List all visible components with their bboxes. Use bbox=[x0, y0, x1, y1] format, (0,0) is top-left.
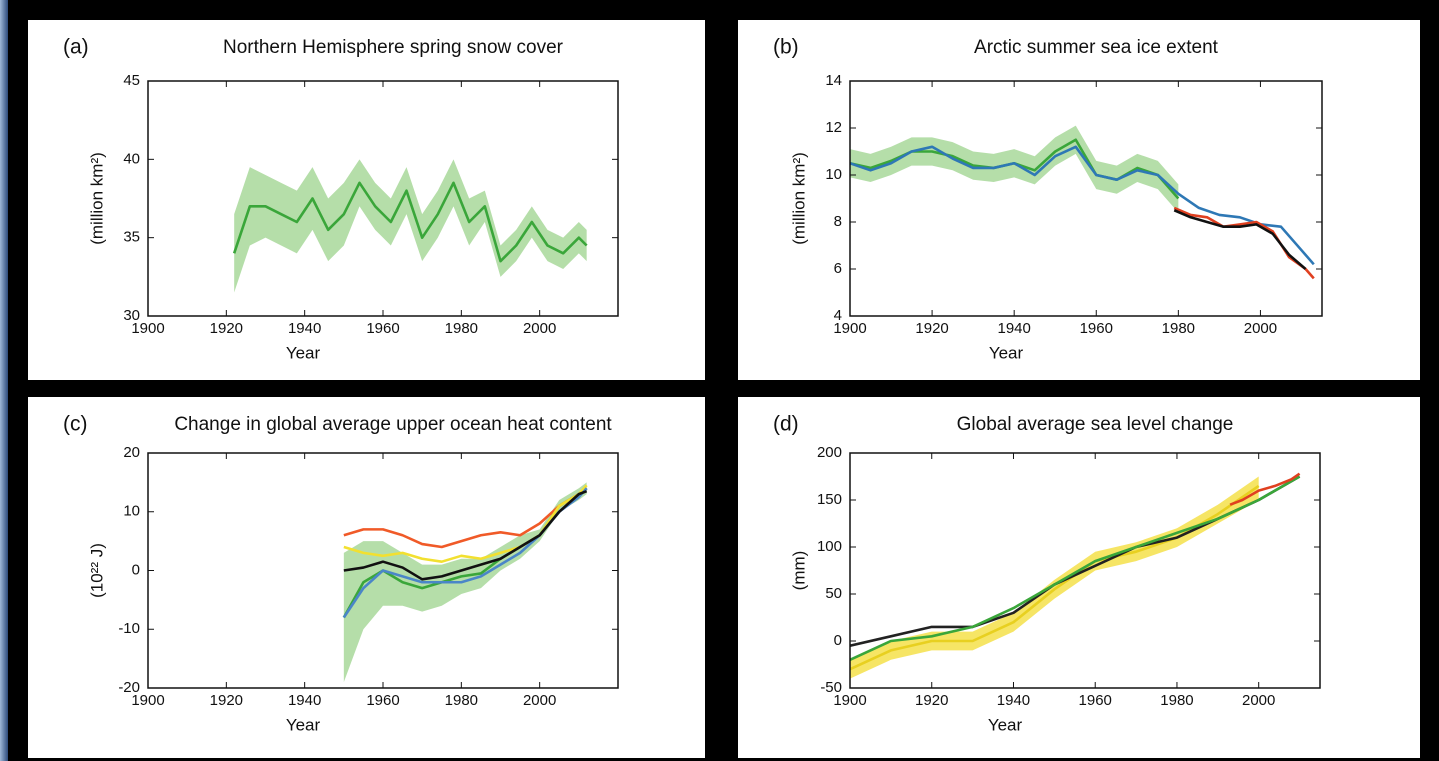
y-axis-label: (mm) bbox=[789, 551, 808, 591]
panel-letter: (d) bbox=[773, 413, 799, 436]
y-tick-label: 150 bbox=[817, 491, 842, 508]
panel: (d) Global average sea level change 1900 19… bbox=[738, 397, 1420, 758]
y-tick-label: 50 bbox=[825, 585, 842, 602]
x-tick-label: 2000 bbox=[1242, 692, 1275, 709]
plot-area bbox=[850, 472, 1301, 679]
chart-title: Global average sea level change bbox=[957, 414, 1234, 435]
y-tick-label: 6 bbox=[834, 260, 842, 277]
y-tick-label: 100 bbox=[817, 538, 842, 555]
x-axis-label: Year bbox=[286, 343, 321, 362]
data-line bbox=[343, 489, 588, 581]
panel-letter: (a) bbox=[63, 36, 89, 59]
y-tick-label: 35 bbox=[123, 229, 140, 246]
x-tick-label: 1900 bbox=[833, 692, 866, 709]
x-tick-label: 1960 bbox=[1080, 320, 1113, 337]
y-tick-label: 10 bbox=[825, 166, 842, 183]
chart-title: Arctic summer sea ice extent bbox=[974, 37, 1219, 58]
panel: (b) Arctic summer sea ice extent 1900 1920 1… bbox=[738, 20, 1420, 380]
y-tick-label: 45 bbox=[123, 72, 140, 89]
x-tick-label: 1900 bbox=[131, 692, 164, 709]
x-tick-label: 1920 bbox=[210, 692, 243, 709]
y-tick-label: 200 bbox=[817, 444, 842, 461]
panel: (c) Change in global average upper ocean … bbox=[28, 397, 705, 758]
data-line bbox=[850, 475, 1301, 661]
x-axis-label: Year bbox=[988, 715, 1023, 734]
x-tick-label: 1940 bbox=[997, 320, 1030, 337]
x-tick-label: 1980 bbox=[1162, 320, 1195, 337]
x-axis-label: Year bbox=[286, 715, 321, 734]
y-axis-label: (million km²) bbox=[87, 152, 106, 245]
plot-area bbox=[850, 125, 1315, 280]
x-tick-label: 1920 bbox=[915, 692, 948, 709]
plot-frame bbox=[849, 80, 1323, 317]
x-tick-label: 1940 bbox=[997, 692, 1030, 709]
y-tick-label: 40 bbox=[123, 150, 140, 167]
plot-area bbox=[342, 482, 588, 683]
x-tick-label: 1960 bbox=[366, 692, 399, 709]
x-tick-label: 1900 bbox=[131, 320, 164, 337]
y-axis-label: (million km²) bbox=[789, 152, 808, 245]
x-tick-label: 2000 bbox=[523, 692, 556, 709]
x-axis-label: Year bbox=[989, 343, 1024, 362]
y-tick-label: 30 bbox=[123, 307, 140, 324]
y-tick-label: 4 bbox=[834, 307, 842, 324]
y-tick-label: 14 bbox=[825, 72, 842, 89]
data-line bbox=[1229, 472, 1301, 506]
x-tick-label: 1980 bbox=[1160, 692, 1193, 709]
y-tick-label: 10 bbox=[123, 503, 140, 520]
y-tick-label: 0 bbox=[132, 561, 140, 578]
uncertainty-band bbox=[850, 476, 1259, 679]
data-line bbox=[1173, 209, 1307, 270]
panel-letter: (c) bbox=[63, 413, 88, 436]
data-line bbox=[850, 484, 1260, 671]
y-tick-label: -20 bbox=[118, 679, 140, 696]
x-tick-label: 1940 bbox=[288, 692, 321, 709]
y-tick-label: -50 bbox=[820, 679, 842, 696]
y-axis-label: (10²² J) bbox=[87, 543, 106, 598]
data-line bbox=[343, 484, 588, 563]
x-tick-label: 1900 bbox=[833, 320, 866, 337]
x-tick-label: 2000 bbox=[1244, 320, 1277, 337]
x-tick-label: 1920 bbox=[915, 320, 948, 337]
x-tick-label: 1920 bbox=[210, 320, 243, 337]
panel-background bbox=[738, 20, 1420, 380]
data-line bbox=[232, 181, 588, 263]
uncertainty-band bbox=[234, 159, 587, 293]
y-tick-label: 8 bbox=[834, 213, 842, 230]
panel: (a) Northern Hemisphere spring snow cover… bbox=[28, 20, 705, 380]
data-line bbox=[850, 145, 1315, 266]
chart-title: Northern Hemisphere spring snow cover bbox=[223, 37, 564, 58]
x-tick-label: 1980 bbox=[445, 692, 478, 709]
x-tick-label: 1960 bbox=[1079, 692, 1112, 709]
panel-letter: (b) bbox=[773, 36, 799, 59]
x-tick-label: 2000 bbox=[523, 320, 556, 337]
plot-frame bbox=[849, 452, 1321, 689]
plot-area bbox=[232, 159, 588, 293]
x-tick-label: 1940 bbox=[288, 320, 321, 337]
y-tick-label: 20 bbox=[123, 444, 140, 461]
edge-strip bbox=[0, 0, 8, 761]
y-tick-label: 12 bbox=[825, 119, 842, 136]
x-tick-label: 1980 bbox=[445, 320, 478, 337]
chart-title: Change in global average upper ocean hea… bbox=[174, 414, 612, 435]
y-tick-label: -10 bbox=[118, 620, 140, 637]
x-tick-label: 1960 bbox=[366, 320, 399, 337]
y-tick-label: 0 bbox=[834, 632, 842, 649]
